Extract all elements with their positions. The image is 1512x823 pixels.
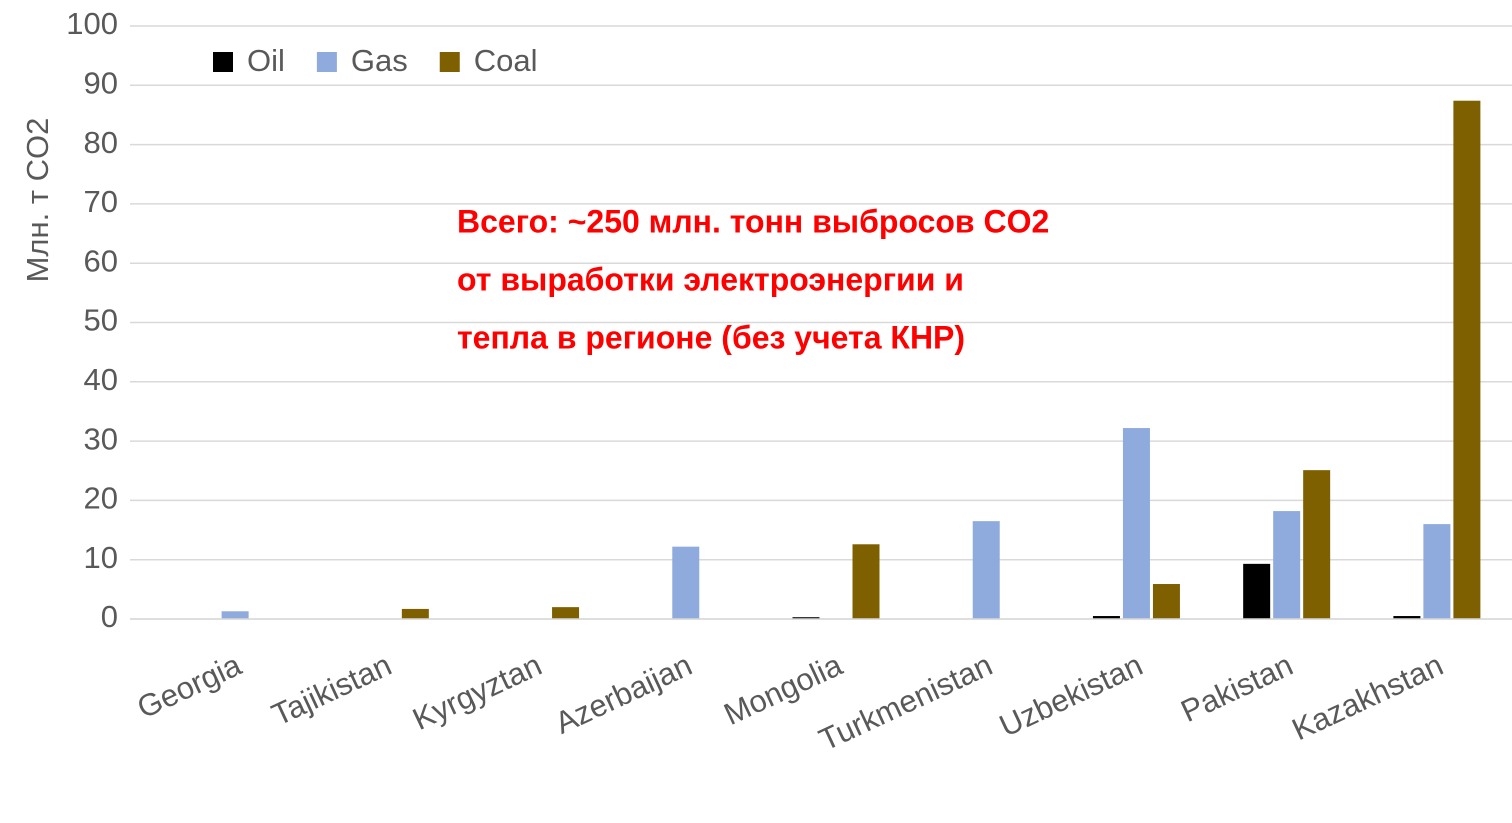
x-tick-label: Uzbekistan bbox=[994, 647, 1148, 744]
annotation: тепла в регионе (без учета КНР) bbox=[457, 319, 965, 355]
y-tick-label: 20 bbox=[84, 481, 118, 516]
legend-label: Oil bbox=[247, 43, 285, 78]
legend-label: Coal bbox=[474, 43, 538, 78]
x-tick-label: Turkmenistan bbox=[814, 647, 998, 758]
bar bbox=[672, 546, 700, 619]
bar bbox=[972, 521, 1000, 619]
y-tick-label: 90 bbox=[84, 65, 118, 100]
bar bbox=[1453, 100, 1481, 619]
bar bbox=[852, 544, 880, 619]
legend-swatch bbox=[439, 52, 460, 72]
y-tick-label: 10 bbox=[84, 540, 118, 575]
bar bbox=[1303, 470, 1331, 619]
bar bbox=[792, 617, 820, 619]
y-tick-label: 30 bbox=[84, 421, 118, 456]
y-tick-label: 0 bbox=[101, 599, 118, 634]
annotation: от выработки электроэнергии и bbox=[457, 261, 964, 297]
bar bbox=[1273, 511, 1301, 619]
bar bbox=[1393, 616, 1421, 619]
y-tick-label: 40 bbox=[84, 362, 118, 397]
legend-label: Gas bbox=[351, 43, 408, 78]
legend-swatch bbox=[316, 52, 337, 72]
x-tick-label: Kazakhstan bbox=[1287, 647, 1449, 747]
y-tick-label: 100 bbox=[66, 6, 118, 41]
y-axis-label: Млн. т CO2 bbox=[20, 118, 55, 283]
bar bbox=[1152, 584, 1180, 619]
bar bbox=[1122, 428, 1150, 619]
y-tick-label: 60 bbox=[84, 243, 118, 278]
legend-swatch bbox=[213, 52, 233, 72]
x-tick-label: Azerbaijan bbox=[550, 647, 698, 741]
bar bbox=[552, 607, 580, 619]
y-tick-label: 70 bbox=[84, 184, 118, 219]
y-tick-label: 80 bbox=[84, 125, 118, 160]
bar bbox=[1423, 524, 1451, 619]
bar bbox=[1092, 616, 1120, 619]
x-tick-label: Tajikistan bbox=[266, 647, 396, 733]
x-tick-label: Kyrgyztan bbox=[407, 647, 547, 737]
annotation: Всего: ~250 млн. тонн выбросов CO2 bbox=[457, 203, 1049, 239]
bar bbox=[1243, 563, 1271, 619]
x-tick-label: Pakistan bbox=[1176, 647, 1299, 729]
bar bbox=[401, 608, 429, 619]
x-tick-label: Georgia bbox=[132, 647, 247, 726]
y-tick-label: 50 bbox=[84, 303, 118, 338]
bar bbox=[221, 611, 249, 619]
